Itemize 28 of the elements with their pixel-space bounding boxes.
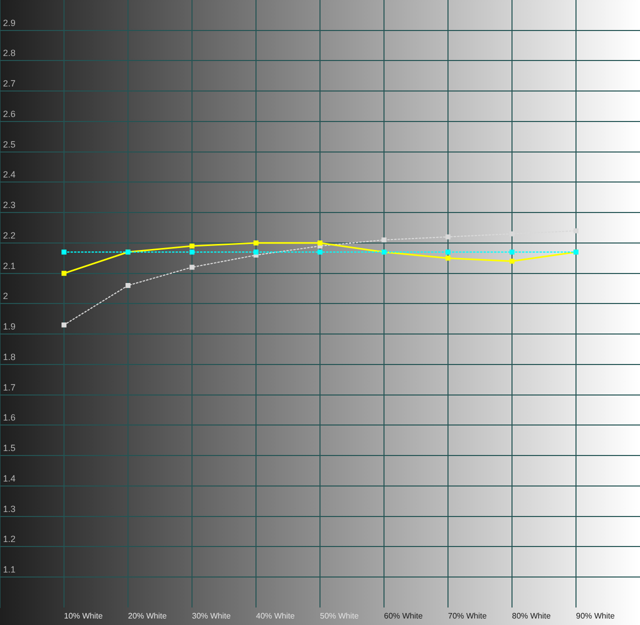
y-tick-label: 2.2 xyxy=(3,230,16,240)
x-tick-label: 70% White xyxy=(448,611,488,620)
y-tick-label: 1.3 xyxy=(3,504,16,514)
y-tick-label: 2.5 xyxy=(3,139,16,150)
x-tick-label: 60% White xyxy=(384,611,424,620)
x-tick-label: 20% White xyxy=(128,611,168,620)
y-tick-label: 1.6 xyxy=(3,412,16,423)
x-tick-label: 10% White xyxy=(64,611,104,620)
y-tick-label: 2.3 xyxy=(3,200,16,210)
y-tick-label: 1.8 xyxy=(3,352,16,362)
y-tick-label: 2.4 xyxy=(3,170,16,180)
y-tick-label: 2 xyxy=(3,291,8,302)
y-tick-label: 2.9 xyxy=(3,18,16,28)
y-tick-label: 1.9 xyxy=(3,322,16,332)
x-tick-label: 90% White xyxy=(576,611,616,620)
y-tick-label: 2.1 xyxy=(3,260,16,271)
x-tick-label: 80% White xyxy=(512,611,552,620)
y-tick-label: 1.7 xyxy=(3,382,16,392)
x-tick-label: 50% White xyxy=(320,611,360,620)
y-tick-label: 1.4 xyxy=(3,473,16,484)
y-tick-label: 2.8 xyxy=(3,48,16,58)
x-tick-label: 40% White xyxy=(256,611,296,620)
x-tick-label: 30% White xyxy=(192,611,232,620)
y-tick-label: 2.6 xyxy=(3,108,16,119)
y-tick-label: 1.1 xyxy=(3,564,16,575)
y-tick-label: 2.7 xyxy=(3,78,16,89)
y-tick-label: 1.5 xyxy=(3,443,16,454)
y-tick-label: 1.2 xyxy=(3,534,16,544)
